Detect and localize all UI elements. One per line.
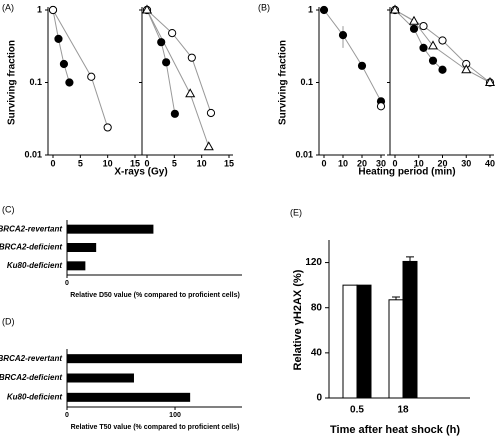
category-label: BRCA2-deficient [0,373,62,382]
data-point [187,53,196,62]
data-point [376,102,386,111]
x-tick-label: 40 [485,158,495,168]
bar [67,354,242,364]
data-point [484,76,496,86]
data-point [87,72,96,81]
data-point [48,5,58,15]
data-point [203,141,214,151]
x-tick-label: 10 [197,158,207,168]
error-bar [392,296,400,300]
x-axis-title: Relative T50 value (% compared to profic… [71,424,240,431]
x-tick-label: 0 [50,158,55,168]
data-point [168,29,177,38]
bar [67,261,86,271]
x-tick-label: 15 [224,158,234,168]
data-point [419,43,428,53]
panel-label: (C) [2,204,15,214]
data-point [357,61,367,70]
y-tick-label: 40 [311,347,323,358]
category-label: BRCA2-revertant [0,224,62,233]
data-point [103,123,112,132]
x-tick-label: 30 [376,158,386,168]
fit-line [52,9,109,128]
data-point [427,40,439,50]
error-bar [406,256,414,262]
data-point [54,34,63,43]
x-axis-title: Relative D50 value (% compared to profic… [70,292,240,299]
y-axis-title: Relative γH2AX (%) [292,269,304,370]
fit-line [146,9,176,114]
data-point [170,109,179,118]
y-tick-label: 120 [305,257,322,268]
x-axis-title: X-rays (Gy) [114,167,167,178]
x-tick-label: 10 [338,158,348,168]
data-point [438,36,447,45]
panel-label: (A) [2,2,14,12]
y-tick-label: 0 [316,393,322,404]
x-tick-label: 15 [130,158,140,168]
y-tick-label: 0.1 [300,77,313,87]
x-tick-label: 20 [357,158,367,168]
x-tick-label: 18 [397,405,409,416]
y-tick-label: 80 [311,302,323,313]
y-axis-title: Surviving fraction [278,40,289,125]
category-label: BRCA2-deficient [0,243,62,252]
data-point [185,88,196,98]
y-tick-label: 1 [37,4,42,14]
panel-label: (D) [2,316,15,326]
data-point [157,38,166,47]
bar [67,224,154,234]
fit-line [146,9,212,114]
x-tick-label: 10 [414,158,424,168]
x-axis-title: Time after heat shock (h) [330,424,460,436]
x-tick-label: 0 [392,158,397,168]
x-tick-label: 0 [65,280,69,287]
x-tick-label: 0.5 [350,405,364,416]
x-tick-label: 100 [169,412,181,419]
x-tick-label: 0 [65,412,69,419]
y-axis-title: Surviving fraction [7,40,18,125]
data-point [206,108,216,118]
y-tick-label: 1 [308,4,313,14]
data-point [419,21,428,31]
data-point [461,64,472,74]
bar [356,284,372,399]
data-point [162,58,171,67]
category-label: BRCA2-revertant [0,354,62,363]
x-tick-label: 20 [437,158,447,168]
x-tick-label: 30 [461,158,471,168]
data-point [141,4,153,14]
bar [67,243,97,252]
fit-line [323,9,382,102]
data-point [409,24,419,33]
x-axis-title: Heating period (min) [358,167,455,178]
bar [342,284,358,399]
y-tick-label: 0.01 [295,149,313,159]
x-tick-label: 0 [321,158,326,168]
data-point [319,5,329,15]
x-tick-label: 0 [144,158,149,168]
bar [402,260,418,399]
data-point [408,15,420,25]
category-label: Ku80-deficient [7,392,62,401]
y-tick-label: 0.01 [24,149,42,159]
x-tick-label: 5 [172,158,177,168]
bar [67,373,134,383]
category-label: Ku80-deficient [7,261,62,270]
x-tick-label: 5 [78,158,83,168]
panel-label: (E) [290,207,302,217]
y-tick-label: 0.1 [29,77,42,87]
x-tick-label: 10 [103,158,113,168]
data-point [438,65,447,74]
bar [388,299,404,399]
data-point [338,31,348,40]
bar [67,392,191,402]
data-point [65,78,74,87]
data-point [428,56,438,65]
fit-line [52,9,70,83]
data-point [389,4,401,14]
panel-label: (B) [258,2,270,12]
data-point [59,59,69,69]
